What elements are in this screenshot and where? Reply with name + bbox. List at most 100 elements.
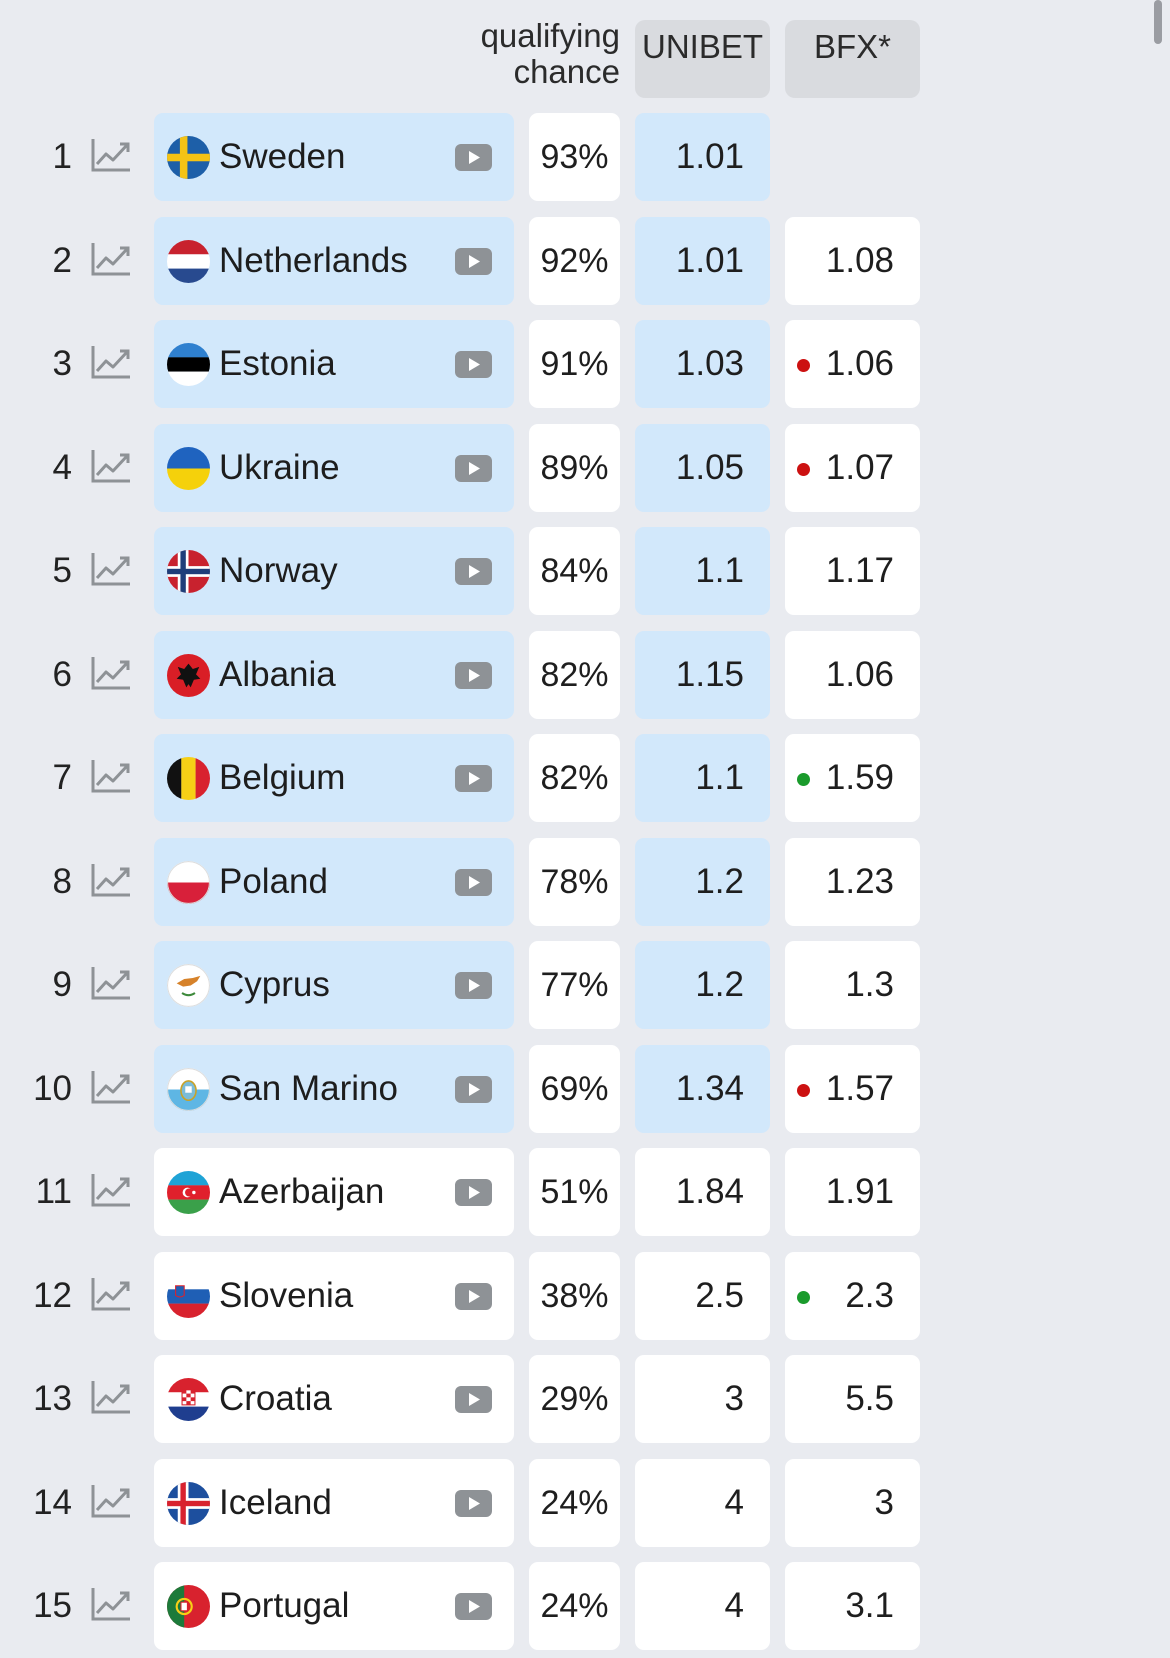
country-cell[interactable]: Croatia — [154, 1355, 514, 1443]
trend-chart-icon[interactable] — [90, 1586, 132, 1622]
table-row: 13 Croatia 29% 3 5.5 — [0, 1355, 1170, 1443]
country-cell[interactable]: Estonia — [154, 320, 514, 408]
country-cell[interactable]: Azerbaijan — [154, 1148, 514, 1236]
unibet-odds[interactable]: 1.2 — [635, 941, 770, 1029]
bfx-odds-value: 1.59 — [825, 758, 894, 797]
country-cell[interactable]: Sweden — [154, 113, 514, 201]
video-play-icon[interactable] — [455, 971, 492, 999]
video-play-icon[interactable] — [455, 1592, 492, 1620]
trend-chart-icon[interactable] — [90, 551, 132, 587]
bfx-odds[interactable]: 1.08 — [785, 217, 920, 305]
table-row: 10 San Marino 69% 1.34 1.57 — [0, 1045, 1170, 1133]
unibet-odds[interactable]: 4 — [635, 1562, 770, 1650]
unibet-odds[interactable]: 1.1 — [635, 527, 770, 615]
bfx-odds-value: 1.06 — [825, 655, 894, 694]
country-cell[interactable]: Norway — [154, 527, 514, 615]
country-cell[interactable]: Slovenia — [154, 1252, 514, 1340]
unibet-odds[interactable]: 1.1 — [635, 734, 770, 822]
country-cell[interactable]: Poland — [154, 838, 514, 926]
unibet-odds[interactable]: 1.01 — [635, 113, 770, 201]
video-play-icon[interactable] — [455, 1385, 492, 1413]
bfx-odds[interactable]: 1.07 — [785, 424, 920, 512]
bfx-odds[interactable]: 1.3 — [785, 941, 920, 1029]
video-play-icon[interactable] — [455, 557, 492, 585]
video-play-icon[interactable] — [455, 868, 492, 896]
trend-chart-icon[interactable] — [90, 1483, 132, 1519]
table-row: 6 Albania 82% 1.15 1.06 — [0, 631, 1170, 719]
bfx-odds[interactable]: 2.3 — [785, 1252, 920, 1340]
country-cell[interactable]: Belgium — [154, 734, 514, 822]
bfx-odds[interactable]: 1.23 — [785, 838, 920, 926]
trend-chart-icon[interactable] — [90, 344, 132, 380]
video-play-icon[interactable] — [455, 764, 492, 792]
unibet-odds[interactable]: 2.5 — [635, 1252, 770, 1340]
rank-number: 9 — [52, 965, 72, 1004]
bfx-odds[interactable]: 3 — [785, 1459, 920, 1547]
trend-chart-icon[interactable] — [90, 241, 132, 277]
trend-chart-icon[interactable] — [90, 137, 132, 173]
unibet-odds[interactable]: 1.03 — [635, 320, 770, 408]
rank-number: 11 — [35, 1172, 72, 1211]
qualifying-header-line2: chance — [513, 53, 620, 90]
unibet-odds[interactable]: 4 — [635, 1459, 770, 1547]
rank-number: 8 — [52, 862, 72, 901]
unibet-column-header[interactable]: UNIBET — [635, 20, 770, 98]
unibet-odds[interactable]: 1.05 — [635, 424, 770, 512]
bfx-odds[interactable]: 1.59 — [785, 734, 920, 822]
bfx-odds-value: 5.5 — [845, 1379, 894, 1418]
bfx-odds[interactable]: 1.91 — [785, 1148, 920, 1236]
video-play-icon[interactable] — [455, 1489, 492, 1517]
country-cell[interactable]: Cyprus — [154, 941, 514, 1029]
bfx-odds-value: 1.07 — [825, 448, 894, 487]
rank-number: 5 — [52, 551, 72, 590]
bfx-odds[interactable]: 1.06 — [785, 320, 920, 408]
country-name: Albania — [219, 655, 336, 694]
country-cell[interactable]: Iceland — [154, 1459, 514, 1547]
rank-number: 1 — [52, 137, 72, 176]
video-play-icon[interactable] — [455, 454, 492, 482]
trend-chart-icon[interactable] — [90, 965, 132, 1001]
country-cell[interactable]: Netherlands — [154, 217, 514, 305]
unibet-odds[interactable]: 1.34 — [635, 1045, 770, 1133]
bfx-odds[interactable]: 1.17 — [785, 527, 920, 615]
bfx-odds[interactable]: 1.06 — [785, 631, 920, 719]
video-play-icon[interactable] — [455, 350, 492, 378]
bfx-column-header[interactable]: BFX* — [785, 20, 920, 98]
bfx-odds[interactable]: 1.57 — [785, 1045, 920, 1133]
video-play-icon[interactable] — [455, 1075, 492, 1103]
table-header: qualifying chance UNIBET BFX* — [0, 0, 1170, 104]
trend-chart-icon[interactable] — [90, 862, 132, 898]
video-play-icon[interactable] — [455, 247, 492, 275]
trend-chart-icon[interactable] — [90, 758, 132, 794]
video-play-icon[interactable] — [455, 143, 492, 171]
trend-chart-icon[interactable] — [90, 655, 132, 691]
country-cell[interactable]: San Marino — [154, 1045, 514, 1133]
unibet-odds[interactable]: 1.2 — [635, 838, 770, 926]
trend-chart-icon[interactable] — [90, 1069, 132, 1105]
bfx-odds[interactable]: 5.5 — [785, 1355, 920, 1443]
country-cell[interactable]: Ukraine — [154, 424, 514, 512]
rank-number: 7 — [52, 758, 72, 797]
unibet-odds[interactable]: 1.15 — [635, 631, 770, 719]
rank-number: 12 — [33, 1276, 72, 1315]
video-play-icon[interactable] — [455, 661, 492, 689]
qualifying-chance-value: 29% — [529, 1355, 620, 1443]
trend-chart-icon[interactable] — [90, 1172, 132, 1208]
country-cell[interactable]: Portugal — [154, 1562, 514, 1650]
trend-chart-icon[interactable] — [90, 1276, 132, 1312]
video-play-icon[interactable] — [455, 1178, 492, 1206]
unibet-odds[interactable]: 1.84 — [635, 1148, 770, 1236]
bfx-odds[interactable]: 3.1 — [785, 1562, 920, 1650]
trend-chart-icon[interactable] — [90, 448, 132, 484]
table-row: 14 Iceland 24% 4 3 — [0, 1459, 1170, 1547]
bfx-odds-value: 1.17 — [825, 551, 894, 590]
country-cell[interactable]: Albania — [154, 631, 514, 719]
qualifying-chance-value: 51% — [529, 1148, 620, 1236]
unibet-odds[interactable]: 1.01 — [635, 217, 770, 305]
unibet-odds[interactable]: 3 — [635, 1355, 770, 1443]
scrollbar-thumb[interactable] — [1154, 0, 1162, 44]
trend-chart-icon[interactable] — [90, 1379, 132, 1415]
video-play-icon[interactable] — [455, 1282, 492, 1310]
san-marino-flag-icon — [167, 1067, 210, 1111]
portugal-flag-icon — [167, 1584, 210, 1628]
